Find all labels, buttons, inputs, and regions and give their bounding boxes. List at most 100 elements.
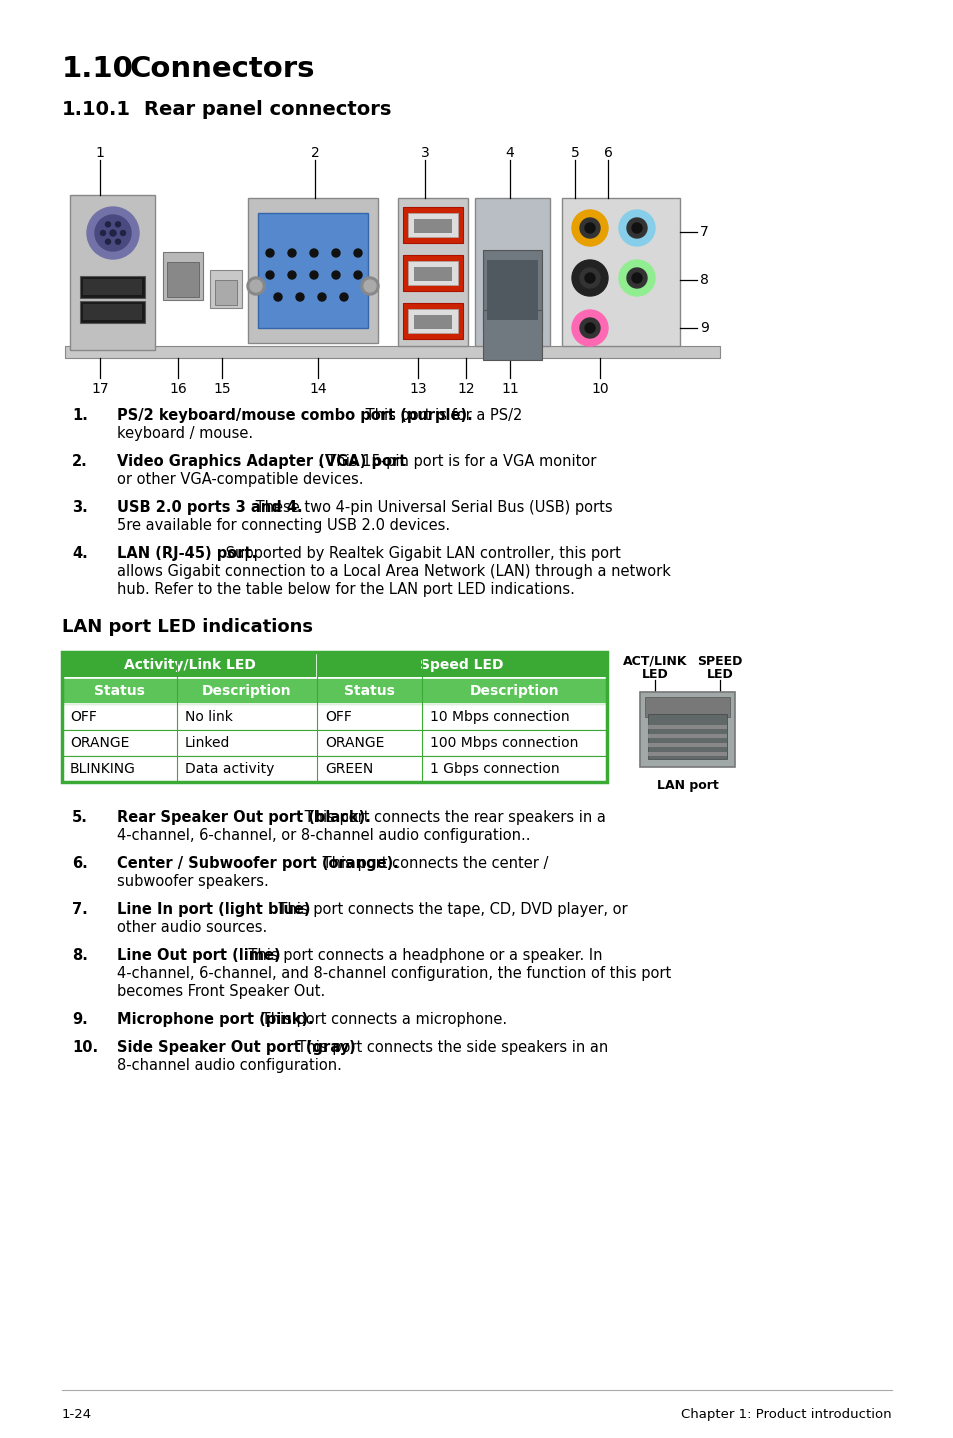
Text: hub. Refer to the table below for the LAN port LED indications.: hub. Refer to the table below for the LA… [117, 582, 575, 597]
Text: . This port connects the side speakers in an: . This port connects the side speakers i… [287, 1040, 607, 1055]
Bar [402, 207, 462, 243]
Text: Status: Status [344, 684, 395, 697]
Text: Linked: Linked [185, 736, 230, 751]
Bar [257, 213, 368, 328]
Circle shape [266, 249, 274, 257]
Text: Connectors: Connectors [130, 55, 315, 83]
Text: or other VGA-compatible devices.: or other VGA-compatible devices. [117, 472, 363, 487]
Text: allows Gigabit connection to a Local Area Network (LAN) through a network: allows Gigabit connection to a Local Are… [117, 564, 670, 580]
Text: Activity/Link LED: Activity/Link LED [124, 659, 255, 672]
Text: 5.: 5. [71, 810, 88, 825]
Text: 3: 3 [420, 147, 429, 160]
Text: Rear panel connectors: Rear panel connectors [144, 101, 391, 119]
Text: OFF: OFF [325, 710, 352, 723]
Text: 12: 12 [456, 383, 475, 395]
Text: 2.: 2. [71, 454, 88, 469]
Bar [248, 198, 377, 344]
Text: 4: 4 [505, 147, 514, 160]
Bar [647, 733, 726, 738]
Text: This port connects the center /: This port connects the center / [317, 856, 548, 871]
Bar [62, 731, 606, 756]
Bar [83, 303, 142, 321]
Bar [408, 309, 457, 334]
Bar [414, 267, 452, 280]
Text: 8.: 8. [71, 948, 88, 963]
Text: SPEED: SPEED [697, 654, 741, 669]
Circle shape [87, 207, 139, 259]
Bar [408, 213, 457, 237]
Text: . This port connects a headphone or a speaker. In: . This port connects a headphone or a sp… [238, 948, 601, 963]
Text: Line Out port (lime): Line Out port (lime) [117, 948, 280, 963]
Text: 14: 14 [309, 383, 327, 395]
Bar [402, 303, 462, 339]
Bar [482, 311, 541, 360]
Text: 15: 15 [213, 383, 231, 395]
Text: LED: LED [641, 669, 668, 682]
Text: 10.: 10. [71, 1040, 98, 1055]
Text: 8-channel audio configuration.: 8-channel audio configuration. [117, 1058, 341, 1073]
Bar [561, 198, 679, 347]
Text: Supported by Realtek Gigabit LAN controller, this port: Supported by Realtek Gigabit LAN control… [220, 546, 619, 561]
Text: 13: 13 [409, 383, 426, 395]
Text: subwoofer speakers.: subwoofer speakers. [117, 874, 269, 889]
Circle shape [339, 293, 348, 301]
Bar [214, 280, 236, 305]
Bar [397, 198, 468, 347]
Text: 1.: 1. [71, 408, 88, 423]
Circle shape [115, 221, 120, 227]
Text: Video Graphics Adapter (VGA) port: Video Graphics Adapter (VGA) port [117, 454, 406, 469]
Circle shape [247, 278, 265, 295]
Circle shape [631, 273, 641, 283]
Text: ACT/LINK: ACT/LINK [622, 654, 686, 669]
Circle shape [626, 219, 646, 239]
Circle shape [100, 230, 106, 236]
Circle shape [618, 260, 655, 296]
Text: 11: 11 [500, 383, 518, 395]
Text: 7: 7 [700, 224, 708, 239]
Text: 1: 1 [95, 147, 104, 160]
Text: This port connects the rear speakers in a: This port connects the rear speakers in … [299, 810, 605, 825]
Bar [414, 315, 452, 329]
Circle shape [584, 273, 595, 283]
Text: 4-channel, 6-channel, and 8-channel configuration, the function of this port: 4-channel, 6-channel, and 8-channel conf… [117, 966, 671, 981]
Circle shape [572, 311, 607, 347]
Bar [62, 756, 606, 782]
Bar [402, 255, 462, 290]
Text: 6: 6 [603, 147, 612, 160]
Circle shape [631, 223, 641, 233]
Bar [62, 705, 606, 731]
Text: Rear Speaker Out port (black).: Rear Speaker Out port (black). [117, 810, 371, 825]
Text: Data activity: Data activity [185, 762, 274, 777]
Bar [644, 697, 729, 718]
Bar [639, 692, 734, 766]
Text: GREEN: GREEN [325, 762, 373, 777]
Text: 6.: 6. [71, 856, 88, 871]
Text: 3.: 3. [71, 500, 88, 515]
Text: OFF: OFF [70, 710, 97, 723]
Bar [65, 347, 720, 358]
Text: becomes Front Speaker Out.: becomes Front Speaker Out. [117, 984, 325, 999]
Text: 1-24: 1-24 [62, 1408, 92, 1421]
Circle shape [120, 230, 126, 236]
Text: Chapter 1: Product introduction: Chapter 1: Product introduction [680, 1408, 891, 1421]
Bar [80, 276, 145, 298]
Bar [80, 301, 145, 324]
Text: . This 15-pin port is for a VGA monitor: . This 15-pin port is for a VGA monitor [317, 454, 596, 469]
Circle shape [360, 278, 378, 295]
Circle shape [584, 324, 595, 334]
Circle shape [579, 267, 599, 288]
Text: 5re available for connecting USB 2.0 devices.: 5re available for connecting USB 2.0 dev… [117, 518, 450, 533]
Text: These two 4-pin Universal Serial Bus (USB) ports: These two 4-pin Universal Serial Bus (US… [251, 500, 612, 515]
Text: . This port connects the tape, CD, DVD player, or: . This port connects the tape, CD, DVD p… [269, 902, 627, 917]
Bar [83, 279, 142, 295]
Bar [70, 196, 154, 349]
Text: 5: 5 [570, 147, 578, 160]
Circle shape [332, 270, 339, 279]
Text: other audio sources.: other audio sources. [117, 920, 267, 935]
Circle shape [317, 293, 326, 301]
Text: 4-channel, 6-channel, or 8-channel audio configuration..: 4-channel, 6-channel, or 8-channel audio… [117, 828, 530, 843]
Text: 9.: 9. [71, 1012, 88, 1027]
Text: LED: LED [706, 669, 733, 682]
Text: 17: 17 [91, 383, 109, 395]
Text: 4.: 4. [71, 546, 88, 561]
